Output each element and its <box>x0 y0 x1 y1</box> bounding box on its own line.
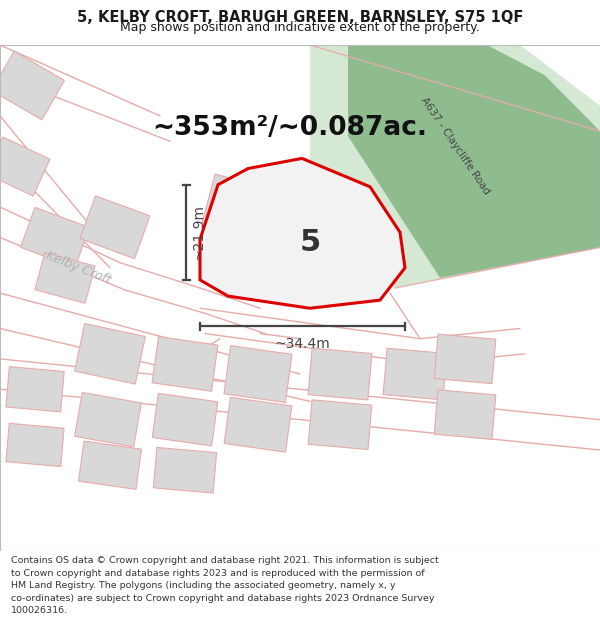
Text: Map shows position and indicative extent of the property.: Map shows position and indicative extent… <box>120 21 480 34</box>
Polygon shape <box>200 158 405 308</box>
Polygon shape <box>348 45 600 278</box>
Text: 5, KELBY CROFT, BARUGH GREEN, BARNSLEY, S75 1QF: 5, KELBY CROFT, BARUGH GREEN, BARNSLEY, … <box>77 10 523 25</box>
Polygon shape <box>308 348 372 400</box>
Polygon shape <box>224 346 292 403</box>
Text: ~353m²/~0.087ac.: ~353m²/~0.087ac. <box>152 115 427 141</box>
Polygon shape <box>434 334 496 384</box>
Polygon shape <box>152 337 218 391</box>
Text: Contains OS data © Crown copyright and database right 2021. This information is : Contains OS data © Crown copyright and d… <box>11 556 439 566</box>
Text: ~21.9m: ~21.9m <box>191 204 205 260</box>
Polygon shape <box>310 45 600 288</box>
Polygon shape <box>383 348 447 400</box>
Polygon shape <box>434 390 496 439</box>
Polygon shape <box>6 367 64 412</box>
Polygon shape <box>152 393 218 446</box>
Polygon shape <box>74 392 142 447</box>
Text: HM Land Registry. The polygons (including the associated geometry, namely x, y: HM Land Registry. The polygons (includin… <box>11 581 395 590</box>
Polygon shape <box>79 441 142 489</box>
Text: 100026316.: 100026316. <box>11 606 68 615</box>
Polygon shape <box>6 423 64 466</box>
Polygon shape <box>224 398 292 452</box>
Polygon shape <box>20 208 89 268</box>
Polygon shape <box>80 196 150 259</box>
Text: co-ordinates) are subject to Crown copyright and database rights 2023 Ordnance S: co-ordinates) are subject to Crown copyr… <box>11 594 434 602</box>
Text: Kelby Croft: Kelby Croft <box>44 249 112 287</box>
Polygon shape <box>154 448 217 493</box>
Text: ~34.4m: ~34.4m <box>275 337 331 351</box>
Polygon shape <box>74 324 145 384</box>
Text: to Crown copyright and database rights 2023 and is reproduced with the permissio: to Crown copyright and database rights 2… <box>11 569 424 578</box>
Polygon shape <box>202 174 278 240</box>
Polygon shape <box>35 253 95 303</box>
Text: A637 - Claycliffe Road: A637 - Claycliffe Road <box>419 96 491 197</box>
Text: 5: 5 <box>299 228 320 257</box>
Polygon shape <box>308 400 372 449</box>
Polygon shape <box>0 137 50 196</box>
Polygon shape <box>0 51 64 120</box>
Polygon shape <box>245 226 315 289</box>
